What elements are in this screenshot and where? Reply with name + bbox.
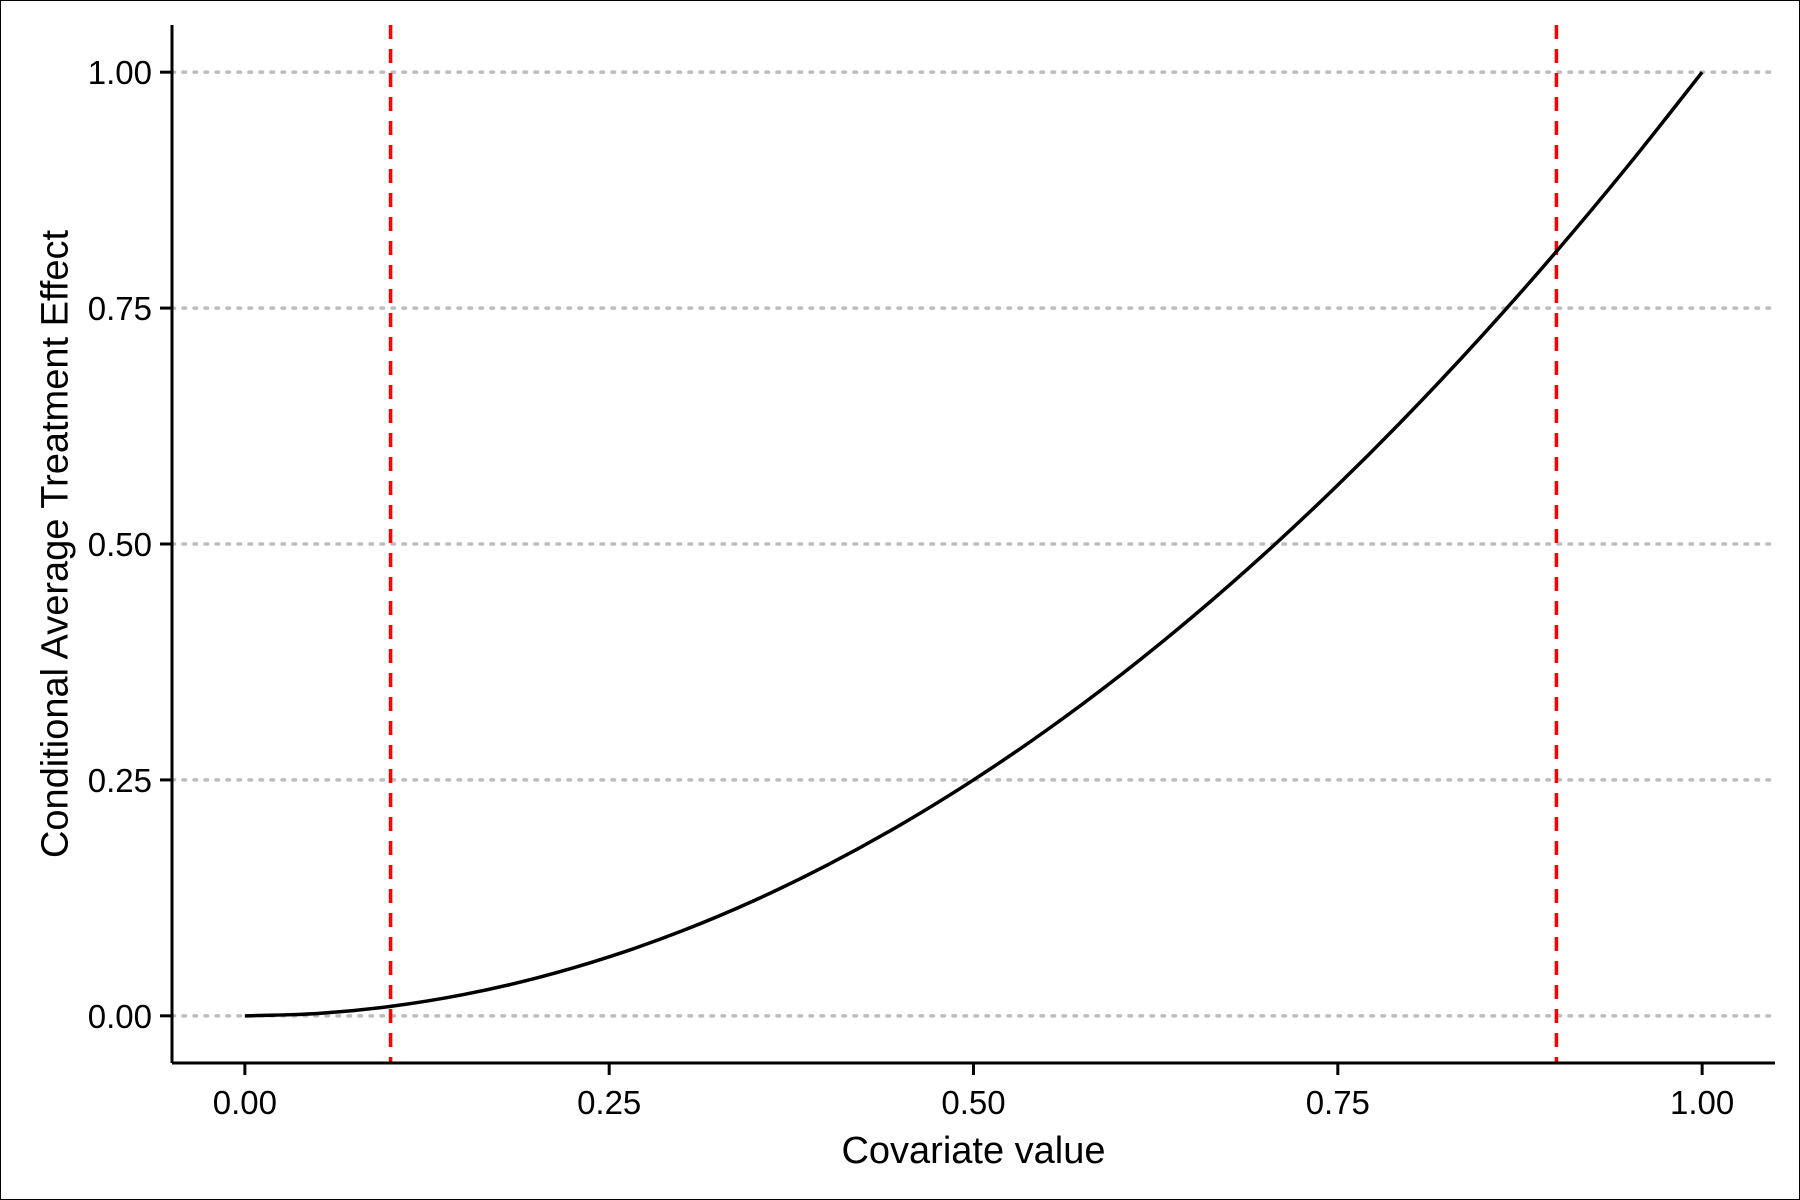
y-tick-label-2: 0.50 <box>88 526 152 563</box>
x-tick-label-1: 0.25 <box>577 1084 641 1121</box>
y-tick-label-1: 0.25 <box>88 762 152 799</box>
y-tick-label-3: 0.75 <box>88 290 152 327</box>
grid-lines <box>170 70 1777 1018</box>
x-tick-label-0: 0.00 <box>213 1084 277 1121</box>
x-axis-title: Covariate value <box>841 1130 1105 1172</box>
y-axis-title: Conditional Average Treatment Effect <box>34 230 76 859</box>
x-tick-label-2: 0.50 <box>941 1084 1005 1121</box>
y-axis-ticks: 0.00 0.25 0.50 0.75 1.00 <box>88 54 172 1035</box>
x-tick-label-4: 1.00 <box>1670 1084 1734 1121</box>
series-lines <box>244 71 1704 1018</box>
series-line-0 <box>244 71 1704 1018</box>
y-tick-label-0: 0.00 <box>88 998 152 1035</box>
x-tick-label-3: 0.75 <box>1306 1084 1370 1121</box>
x-axis-ticks: 0.00 0.25 0.50 0.75 1.00 <box>213 1063 1734 1121</box>
reference-lines <box>388 25 1559 1063</box>
y-tick-label-4: 1.00 <box>88 54 152 91</box>
